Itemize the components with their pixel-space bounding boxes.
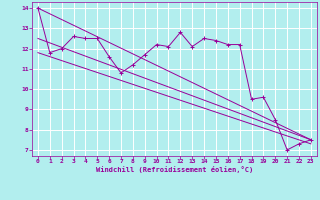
X-axis label: Windchill (Refroidissement éolien,°C): Windchill (Refroidissement éolien,°C): [96, 166, 253, 173]
